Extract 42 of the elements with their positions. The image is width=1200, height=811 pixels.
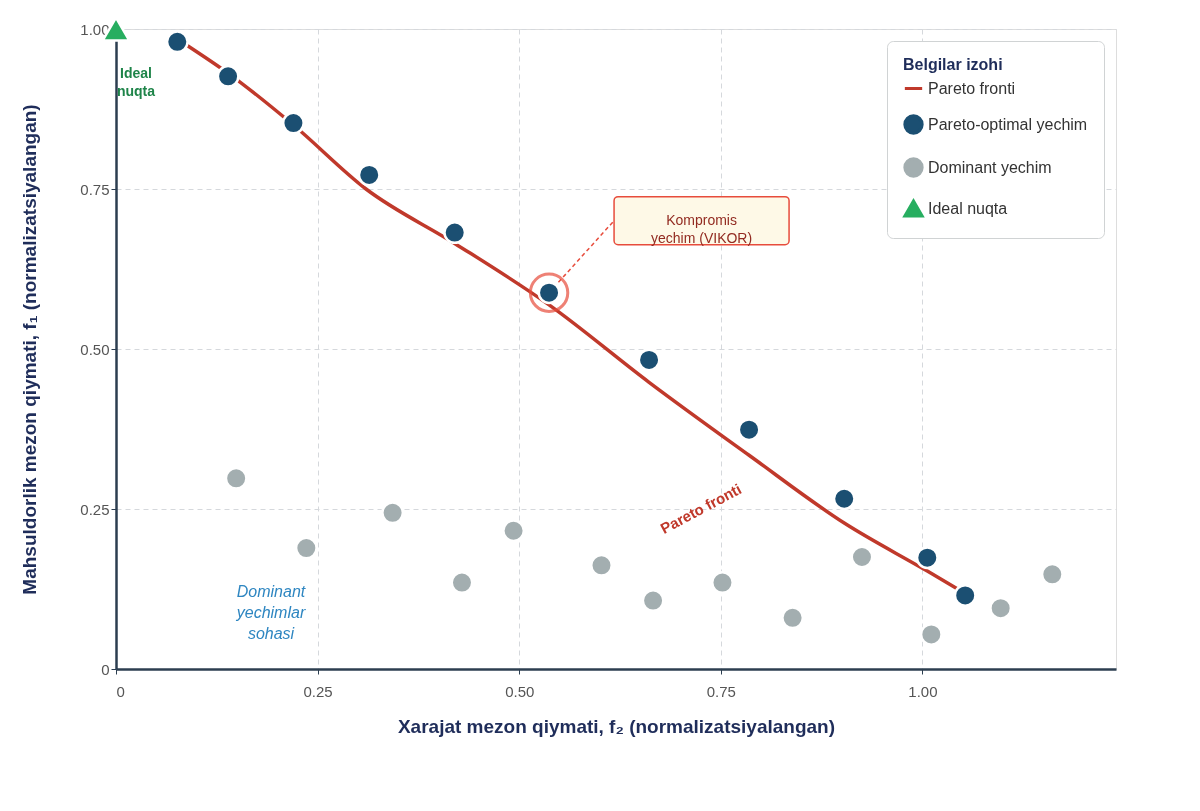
point	[953, 583, 977, 607]
x-tick-label: 0.50	[505, 682, 535, 700]
y-axis-title: Mahsuldorlik mezon qiymati, f₁ (normalizatsiyalangan)	[19, 104, 41, 595]
point	[737, 418, 761, 442]
point	[165, 30, 189, 54]
point	[641, 589, 665, 612]
point	[294, 536, 318, 560]
point	[450, 571, 474, 595]
y-tick-label: 0	[101, 660, 110, 678]
legend-label: Dominant yechim	[928, 158, 1052, 176]
point	[915, 546, 939, 570]
legend-label: Ideal nuqta	[928, 199, 1008, 217]
point	[224, 466, 248, 490]
point	[502, 519, 526, 543]
x-tick-label: 1.00	[908, 682, 938, 700]
annotation: Ideal nuqta	[116, 65, 156, 100]
annotation: Kompromis yechim (VIKOR)	[651, 211, 753, 246]
point	[710, 571, 734, 595]
point	[381, 501, 405, 525]
legend-label: Pareto fronti	[928, 79, 1016, 97]
point	[781, 606, 805, 630]
y-tick-label: 0.50	[80, 340, 110, 358]
point	[589, 553, 613, 577]
x-axis-title: Xarajat mezon qiymati, f₂ (normalizatsiyalangan)	[397, 715, 836, 737]
legend-label: Pareto-optimal yechim	[928, 115, 1088, 133]
point	[281, 111, 305, 135]
point	[357, 163, 381, 187]
point	[919, 622, 943, 646]
y-tick-label: 0.25	[80, 500, 110, 518]
x-tick-label: 0.75	[706, 682, 736, 700]
point	[850, 545, 874, 569]
x-tick-label: 0.25	[303, 682, 333, 700]
point	[443, 221, 467, 244]
x-tick-label: 0	[116, 682, 125, 700]
point	[216, 64, 240, 88]
legend-title: Belgilar izohi	[903, 56, 1003, 73]
point	[989, 596, 1013, 620]
y-tick-label: 0.75	[80, 180, 110, 198]
annotation: Dominant yechimlar sohasi	[235, 583, 306, 643]
point	[637, 348, 661, 372]
point	[832, 487, 856, 511]
point	[1040, 562, 1064, 586]
